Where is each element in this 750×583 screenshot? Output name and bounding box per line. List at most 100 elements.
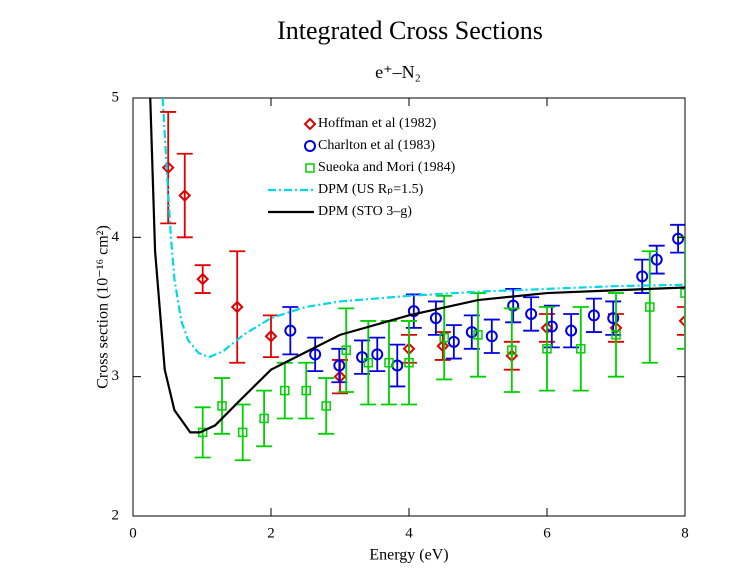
diamond-marker	[303, 117, 317, 131]
circle-marker	[284, 324, 297, 337]
y-tick-label: 5	[112, 89, 120, 105]
circle-marker	[607, 312, 620, 325]
x-tick-label: 2	[267, 525, 275, 541]
error-bar	[194, 406, 211, 459]
x-tick-label: 6	[543, 525, 551, 541]
diamond-marker	[196, 272, 210, 286]
circle-marker	[356, 351, 369, 364]
error-bar	[214, 377, 231, 435]
square-marker	[680, 288, 685, 298]
circle-marker	[485, 330, 498, 343]
error-bar	[331, 347, 348, 384]
error-bar	[318, 377, 335, 435]
error-bar	[634, 258, 651, 294]
error-bar	[436, 294, 453, 381]
error-bar	[677, 236, 685, 350]
error-bar	[539, 306, 555, 392]
legend-label: Hoffman et al (1982)	[318, 116, 437, 131]
diamond-marker	[178, 189, 192, 202]
circle-marker	[672, 232, 685, 245]
error-bar	[160, 111, 177, 225]
error-bar	[434, 331, 451, 361]
square-marker	[237, 427, 248, 438]
square-marker	[645, 302, 655, 312]
error-bar	[234, 403, 251, 462]
square-marker	[217, 401, 227, 411]
x-tick-label: 0	[129, 525, 137, 541]
error-bar	[483, 318, 500, 354]
y-tick-label: 3	[112, 368, 120, 384]
diamond-marker	[264, 329, 278, 343]
legend-label: DPM (US Rₚ=1.5)	[318, 182, 424, 197]
circle-marker	[636, 270, 649, 283]
error-bar	[572, 306, 589, 392]
error-bar	[276, 361, 293, 420]
error-bar	[427, 300, 444, 336]
error-bar	[176, 152, 193, 239]
square-marker	[439, 332, 449, 343]
error-bar	[338, 307, 355, 393]
circle-marker	[429, 312, 442, 325]
square-marker	[280, 385, 290, 396]
square-marker	[363, 357, 374, 368]
square-marker	[305, 163, 315, 173]
square-marker	[259, 413, 269, 424]
square-marker	[384, 357, 394, 368]
circle-marker	[371, 348, 384, 361]
error-bar	[369, 336, 386, 372]
legend-label: Charlton et al (1983)	[318, 138, 435, 153]
diamond-marker	[436, 339, 450, 353]
square-marker	[576, 344, 586, 354]
y-axis-label: Cross section (10⁻¹⁶ cm²)	[95, 225, 112, 389]
circle-marker	[304, 140, 316, 152]
error-bar	[389, 343, 406, 388]
x-tick-label: 4	[405, 525, 413, 541]
legend-label: Sueoka and Mori (1984)	[318, 160, 456, 175]
diamond-marker	[230, 300, 244, 314]
error-bar	[360, 320, 377, 406]
square-marker	[611, 330, 621, 340]
x-axis-label: Energy (eV)	[369, 547, 448, 564]
chart-title: Integrated Cross Sections	[277, 16, 543, 45]
y-tick-label: 4	[112, 229, 120, 245]
chart-subtitle: e⁺–N₂	[375, 62, 421, 82]
error-bar	[307, 336, 324, 372]
error-bar	[298, 361, 315, 420]
circle-marker	[333, 359, 346, 372]
error-bar	[585, 297, 602, 333]
circle-marker	[309, 348, 322, 361]
error-bar	[263, 314, 279, 359]
error-bar	[282, 306, 299, 356]
circle-marker	[465, 326, 478, 339]
square-marker	[321, 401, 331, 411]
error-bar	[648, 244, 665, 275]
error-bar	[194, 264, 211, 294]
square-marker	[301, 385, 311, 396]
error-bar	[505, 287, 522, 324]
model-line	[149, 98, 685, 434]
circle-marker	[507, 299, 520, 312]
error-bar	[256, 389, 273, 448]
error-bar	[670, 223, 685, 254]
error-bar	[641, 250, 658, 364]
square-marker	[542, 344, 552, 354]
y-tick-label: 2	[112, 507, 120, 523]
plot-area	[149, 98, 685, 462]
circle-marker	[407, 305, 420, 318]
circle-marker	[650, 253, 663, 266]
square-marker	[404, 357, 414, 368]
error-bar	[401, 320, 417, 406]
error-bar	[503, 307, 520, 393]
error-bar	[608, 292, 624, 378]
square-marker	[341, 345, 351, 355]
circle-marker	[525, 307, 538, 320]
diamond-marker	[161, 161, 175, 175]
x-tick-label: 8	[681, 525, 689, 541]
error-bar	[445, 324, 462, 360]
circle-marker	[587, 309, 600, 322]
model-line	[161, 98, 685, 359]
square-marker	[507, 345, 517, 355]
error-bar	[229, 250, 246, 364]
